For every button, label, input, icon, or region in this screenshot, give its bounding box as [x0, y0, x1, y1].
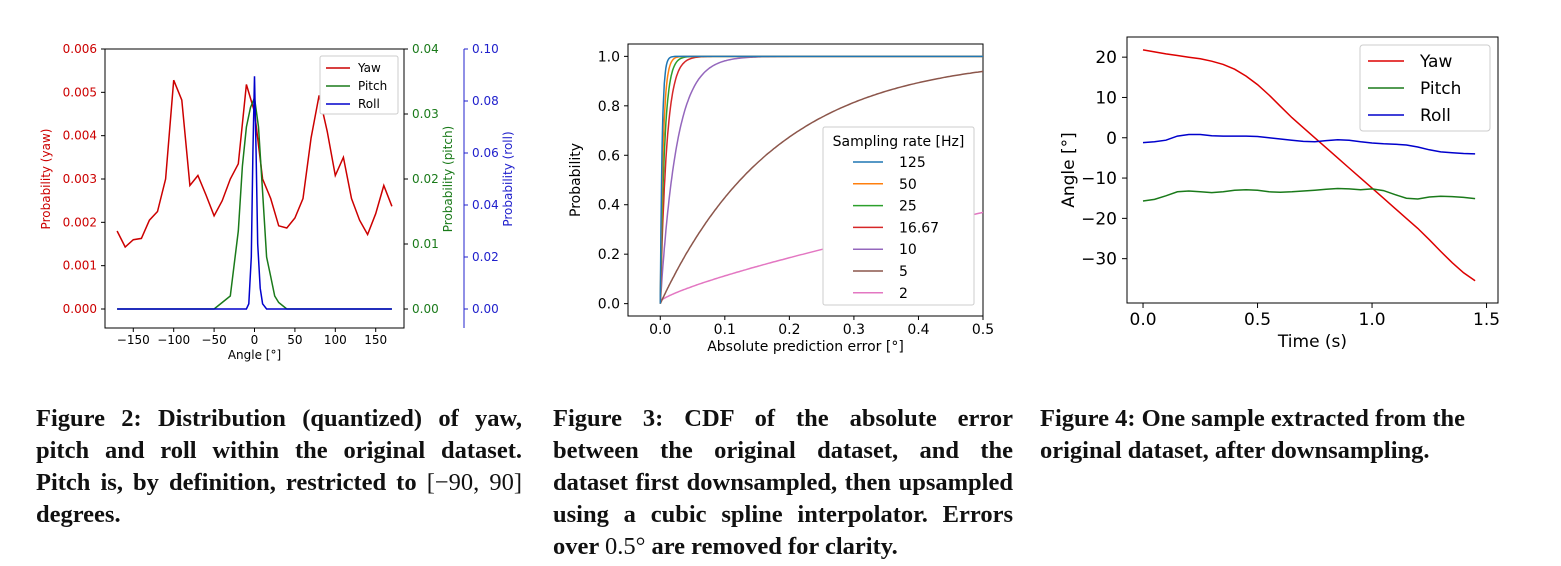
- fig2-pitch-tick-label: 0.02: [412, 172, 439, 186]
- fig3-y-tick-label: 0.2: [598, 247, 620, 263]
- fig2-chart: −150 −100 −50 0 50 100 150 Angle [°] 0.000 0.001 0…: [39, 42, 515, 362]
- fig3-x-tick-label: 0.4: [907, 322, 929, 338]
- figure-3-caption-tail: are removed for clarity.: [651, 533, 898, 560]
- fig2-x-tick-label: 0: [251, 333, 259, 347]
- fig3-legend-label: 25: [899, 199, 917, 215]
- fig3-legend-label: 16.67: [899, 220, 939, 236]
- fig2-legend-box: [319, 55, 399, 115]
- fig4-series-roll: [1142, 133, 1476, 155]
- fig4-legend-label: Roll: [1420, 106, 1451, 126]
- fig2-legend-label: Roll: [358, 97, 380, 111]
- fig2-x-axis-label: Angle [°]: [228, 348, 281, 362]
- fig2-yaw-tick-label: 0.000: [63, 302, 97, 316]
- figure-3-caption-math: 0.5°: [604, 533, 646, 560]
- fig2-x-tick-label: 50: [287, 333, 302, 347]
- fig3-y-tick-label: 1.0: [598, 49, 620, 65]
- fig3-legend-label: 5: [899, 264, 908, 280]
- fig3-x-tick-label: 0.0: [649, 322, 671, 338]
- fig4-legend-label: Pitch: [1420, 79, 1461, 99]
- fig2-yaw-tick-label: 0.002: [63, 215, 97, 229]
- fig3-x-tick-label: 0.3: [843, 322, 865, 338]
- fig2-x-tick-label: −150: [117, 333, 150, 347]
- fig2-pitch-tick-label: 0.04: [412, 42, 439, 56]
- fig2-yaw-axis-label: Probability (yaw): [39, 129, 53, 230]
- fig2-yaw-tick-label: 0.001: [63, 259, 97, 273]
- fig3-legend-label: 2: [899, 286, 908, 302]
- fig2-series-pitch: [117, 94, 392, 310]
- figure-2-caption: Figure 2: Distribution (quantized) of ya…: [36, 403, 522, 531]
- fig3-y-tick-label: 0.4: [598, 198, 620, 214]
- fig4-y-axis-label: Angle [°]: [1059, 132, 1079, 208]
- fig3-chart: 0.0 0.1 0.2 0.3 0.4 0.5 0.0 0.2 0.4 0.6 0.8 1.0 Abso…: [568, 43, 994, 355]
- fig4-legend-box: [1359, 44, 1491, 132]
- figure-2-caption-math: [−90, 90]: [426, 469, 523, 496]
- fig2-roll-tick-label: 0.04: [472, 198, 499, 212]
- fig4-series-yaw: [1142, 49, 1476, 282]
- fig3-legend-label: 10: [899, 242, 917, 258]
- figure-3-caption-text: CDF of the absolute error between the or…: [553, 405, 1013, 560]
- figure-3-caption-label: Figure 3:: [553, 405, 664, 432]
- figure-2-caption-tail: degrees.: [36, 501, 121, 528]
- fig2-pitch-tick-label: 0.00: [412, 302, 439, 316]
- fig3-plot-frame: [627, 43, 984, 317]
- fig3-y-tick-label: 0.6: [598, 148, 620, 164]
- fig4-y-tick-label: −20: [1081, 209, 1117, 229]
- fig4-y-tick-label: 10: [1095, 88, 1117, 108]
- fig4-y-tick-label: −30: [1081, 250, 1117, 270]
- fig2-legend-label: Pitch: [358, 79, 387, 93]
- fig2-roll-tick-label: 0.10: [472, 42, 499, 56]
- fig2-x-tick-label: −100: [157, 333, 190, 347]
- fig3-x-tick-label: 0.5: [972, 322, 994, 338]
- figure-3-caption: Figure 3: CDF of the absolute error betw…: [553, 403, 1013, 563]
- fig3-legend-label: 50: [899, 177, 917, 193]
- fig3-series-125: [659, 55, 983, 304]
- fig4-x-tick-label: 0.0: [1130, 310, 1157, 330]
- fig2-x-tick-label: 100: [324, 333, 347, 347]
- figure-2-caption-text: Distribution (quantized) of yaw, pitch a…: [36, 405, 522, 496]
- fig4-series-pitch: [1142, 187, 1476, 202]
- fig4-x-tick-label: 1.0: [1359, 310, 1386, 330]
- fig2-series-roll: [117, 76, 392, 310]
- fig3-x-tick-label: 0.1: [714, 322, 736, 338]
- fig2-roll-tick-label: 0.02: [472, 250, 499, 264]
- fig3-legend-title: Sampling rate [Hz]: [833, 134, 965, 150]
- fig2-yaw-tick-label: 0.003: [63, 172, 97, 186]
- fig2-roll-tick-label: 0.00: [472, 302, 499, 316]
- fig2-roll-axis-label: Probability (roll): [501, 131, 515, 226]
- fig4-legend-label: Yaw: [1419, 52, 1452, 72]
- fig4-chart: 0.0 0.5 1.0 1.5 20 10 0 −10 −20 −30 Time (s) Angle …: [1059, 36, 1500, 352]
- fig2-roll-tick-label: 0.06: [472, 146, 499, 160]
- fig3-y-axis-label: Probability: [568, 143, 584, 217]
- fig4-y-tick-label: 0: [1106, 129, 1117, 149]
- fig2-pitch-axis-label: Probability (pitch): [441, 126, 455, 232]
- fig4-y-tick-label: −10: [1081, 169, 1117, 189]
- fig3-series-5: [659, 70, 984, 304]
- fig4-x-tick-label: 0.5: [1244, 310, 1271, 330]
- fig2-roll-tick-label: 0.08: [472, 94, 499, 108]
- fig3-legend-label: 125: [899, 155, 926, 171]
- fig4-x-axis-label: Time (s): [1277, 332, 1347, 352]
- figure-4-caption-text: One sample extracted from the original d…: [1040, 405, 1466, 464]
- fig2-pitch-tick-label: 0.03: [412, 107, 439, 121]
- fig4-plot-frame: [1126, 36, 1499, 304]
- fig3-x-tick-label: 0.2: [778, 322, 800, 338]
- figure-2-caption-label: Figure 2:: [36, 405, 142, 432]
- fig3-y-tick-label: 0.8: [598, 99, 620, 115]
- fig2-legend-label: Yaw: [357, 61, 381, 75]
- fig2-yaw-tick-label: 0.004: [63, 129, 97, 143]
- fig2-yaw-tick-label: 0.005: [63, 85, 97, 99]
- fig3-y-tick-label: 0.0: [598, 297, 620, 313]
- fig4-y-tick-label: 20: [1095, 48, 1117, 68]
- fig2-pitch-tick-label: 0.01: [412, 237, 439, 251]
- fig3-x-axis-label: Absolute prediction error [°]: [707, 339, 904, 355]
- fig3-legend-box: [822, 126, 975, 306]
- fig2-yaw-tick-label: 0.006: [63, 42, 97, 56]
- fig2-x-tick-label: −50: [201, 333, 226, 347]
- fig4-x-tick-label: 1.5: [1473, 310, 1500, 330]
- fig2-x-tick-label: 150: [364, 333, 387, 347]
- figure-4-caption: Figure 4: One sample extracted from the …: [1040, 403, 1520, 467]
- figure-4-caption-label: Figure 4:: [1040, 405, 1136, 432]
